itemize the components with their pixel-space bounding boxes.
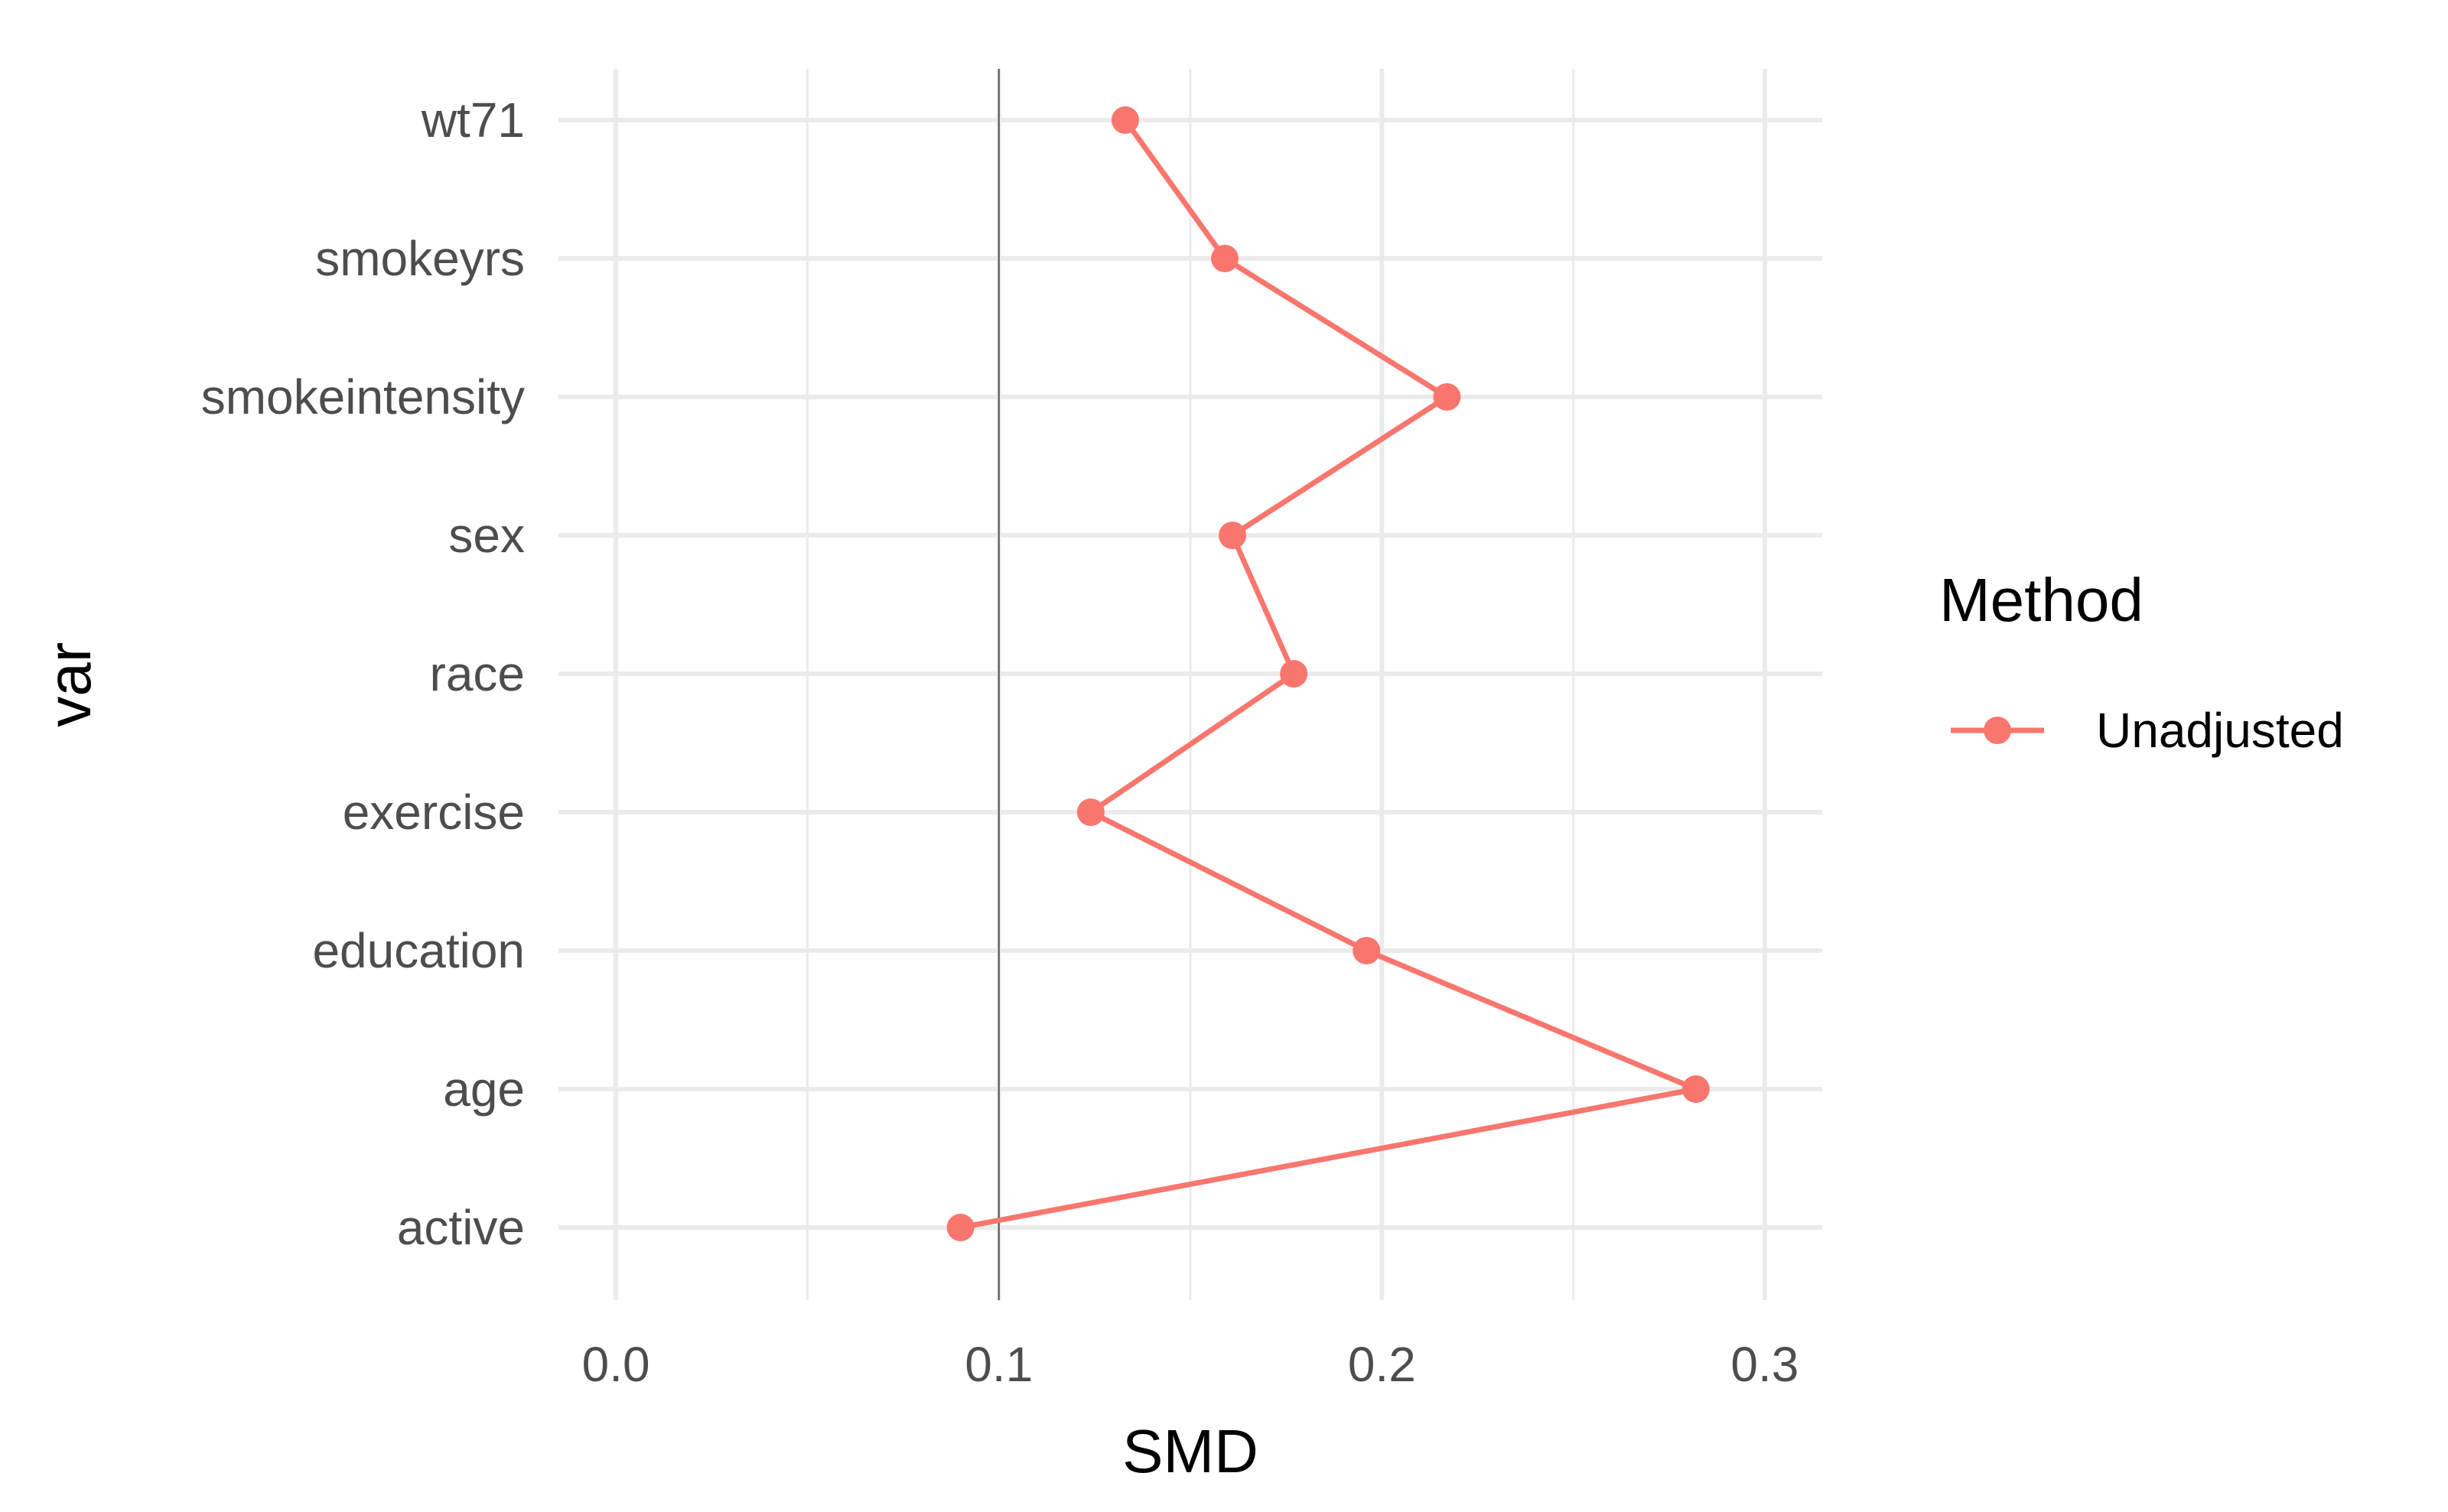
data-point-wt71 — [1111, 106, 1139, 134]
y-tick-label: wt71 — [421, 93, 525, 148]
data-point-smokeyrs — [1211, 245, 1239, 272]
x-tick-label: 0.2 — [1348, 1337, 1416, 1392]
y-tick-label: age — [443, 1062, 525, 1117]
data-point-education — [1353, 937, 1381, 964]
x-axis-title: SMD — [1122, 1417, 1258, 1485]
y-tick-label: education — [312, 923, 525, 978]
data-point-active — [946, 1214, 975, 1241]
data-point-age — [1681, 1075, 1710, 1103]
data-point-exercise — [1076, 798, 1105, 826]
y-axis-title: var — [35, 642, 103, 727]
x-tick-labels: 0.0 0.1 0.2 0.3 — [582, 1337, 1799, 1392]
legend-items: Unadjusted — [1951, 703, 2344, 758]
y-tick-label: smokeintensity — [201, 369, 525, 424]
y-tick-label: race — [430, 646, 526, 701]
minor-gridlines — [806, 69, 1575, 1300]
data-point-sex — [1219, 522, 1247, 549]
y-tick-label: sex — [448, 508, 525, 563]
data-point-smokeintensity — [1433, 383, 1461, 411]
y-tick-label: active — [397, 1200, 525, 1255]
data-point-race — [1280, 660, 1308, 688]
legend-title: Method — [1939, 566, 2144, 634]
x-tick-label: 0.3 — [1730, 1337, 1799, 1392]
x-tick-label: 0.1 — [965, 1337, 1033, 1392]
legend-marker — [1984, 717, 2011, 744]
y-tick-label: exercise — [343, 785, 525, 840]
y-tick-label: smokeyrs — [315, 231, 525, 286]
y-tick-labels: active age education exercise race sex smokein… — [201, 93, 525, 1255]
x-tick-label: 0.0 — [582, 1337, 650, 1392]
legend: Method Unadjusted — [1939, 566, 2344, 758]
series-layer — [946, 106, 1710, 1241]
legend-label: Unadjusted — [2096, 703, 2344, 758]
